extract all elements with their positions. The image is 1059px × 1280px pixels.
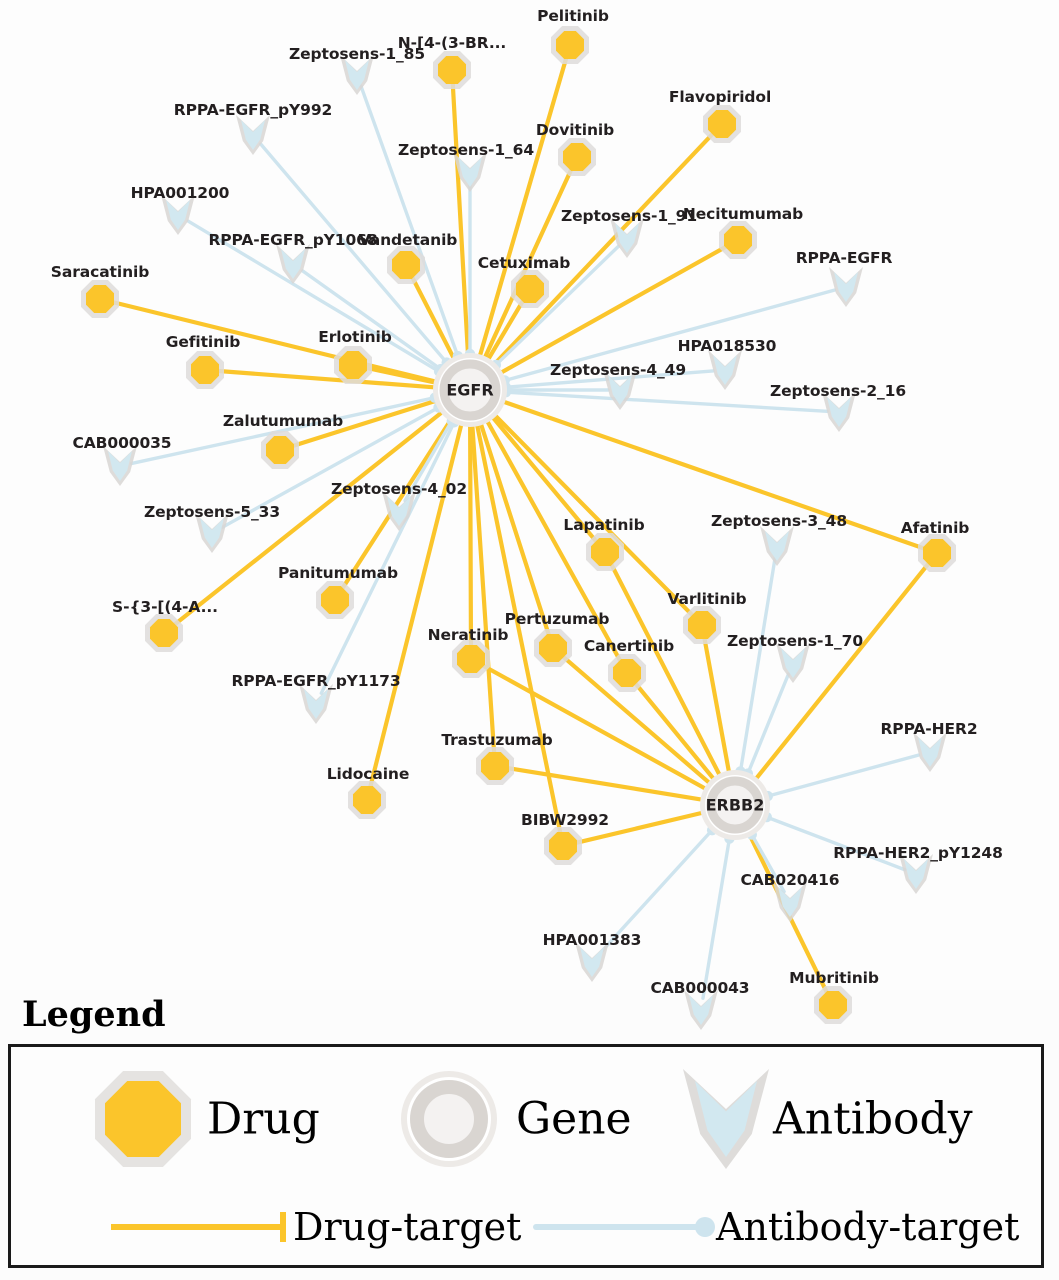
drug-node[interactable] bbox=[387, 246, 425, 284]
legend-graphics bbox=[95, 1069, 769, 1242]
legend-title: Legend bbox=[22, 994, 166, 1035]
drug-node[interactable] bbox=[918, 534, 956, 572]
legend-drug-icon bbox=[105, 1081, 181, 1157]
antibody-node[interactable] bbox=[773, 882, 807, 922]
drug-node[interactable] bbox=[608, 654, 646, 692]
drug-node[interactable] bbox=[683, 606, 721, 644]
drug-node[interactable] bbox=[551, 26, 589, 64]
antibody-node[interactable] bbox=[276, 244, 310, 284]
drug-node[interactable] bbox=[452, 640, 490, 678]
legend-antibody-target-terminator bbox=[695, 1217, 715, 1237]
drug-node[interactable] bbox=[558, 138, 596, 176]
legend-box: Drug Gene Antibody Drug-target Antibody-… bbox=[8, 1044, 1044, 1268]
drug-node[interactable] bbox=[81, 280, 119, 318]
node-layer bbox=[81, 26, 956, 1030]
antibody-node[interactable] bbox=[195, 513, 229, 553]
antibody-node[interactable] bbox=[575, 942, 609, 982]
legend-label-antibody-target: Antibody-target bbox=[716, 1205, 1020, 1249]
legend-label-drug-target: Drug-target bbox=[293, 1205, 522, 1249]
antibody-node[interactable] bbox=[340, 55, 374, 95]
legend-gene-icon bbox=[410, 1080, 488, 1158]
drug-node[interactable] bbox=[433, 51, 471, 89]
network-graph-canvas[interactable]: Zeptosens-1_85 RPPA-EGFR_pY992 Zeptosens-1… bbox=[0, 0, 1059, 1030]
antibody-node[interactable] bbox=[822, 392, 856, 432]
drug-node[interactable] bbox=[145, 614, 183, 652]
drug-node[interactable] bbox=[186, 351, 224, 389]
drug-node[interactable] bbox=[586, 533, 624, 571]
antibody-node[interactable] bbox=[684, 990, 718, 1030]
legend-antibody-icon bbox=[695, 1081, 757, 1157]
antibody-node[interactable] bbox=[103, 446, 137, 486]
drug-node[interactable] bbox=[511, 270, 549, 308]
antibody-node[interactable] bbox=[760, 526, 794, 566]
gene-node[interactable] bbox=[700, 770, 770, 840]
antibody-node[interactable] bbox=[453, 152, 487, 192]
antibody-node[interactable] bbox=[603, 370, 637, 410]
gene-node-label: ERBB2 bbox=[705, 795, 765, 815]
legend-label-gene: Gene bbox=[516, 1093, 632, 1145]
gene-node-label: EGFR bbox=[446, 380, 494, 400]
antibody-node[interactable] bbox=[610, 218, 644, 258]
antibody-node[interactable] bbox=[829, 267, 863, 307]
drug-node[interactable] bbox=[719, 221, 757, 259]
antibody-node[interactable] bbox=[899, 854, 933, 894]
drug-node[interactable] bbox=[814, 986, 852, 1024]
legend-label-drug: Drug bbox=[207, 1093, 320, 1145]
antibody-node[interactable] bbox=[913, 732, 947, 772]
drug-node[interactable] bbox=[316, 581, 354, 619]
drug-node[interactable] bbox=[334, 346, 372, 384]
drug-node[interactable] bbox=[703, 105, 741, 143]
antibody-node[interactable] bbox=[382, 491, 416, 531]
antibody-node[interactable] bbox=[236, 115, 270, 155]
drug-node[interactable] bbox=[476, 747, 514, 785]
drug-node[interactable] bbox=[261, 431, 299, 469]
antibody-node[interactable] bbox=[708, 350, 742, 390]
antibody-node[interactable] bbox=[776, 643, 810, 683]
drug-node[interactable] bbox=[534, 629, 572, 667]
drug-node[interactable] bbox=[544, 827, 582, 865]
antibody-node[interactable] bbox=[299, 684, 333, 724]
antibody-node[interactable] bbox=[161, 195, 195, 235]
legend: Legend Drug Gene Antibody Drug-target An… bbox=[0, 990, 1059, 1280]
drug-node[interactable] bbox=[348, 781, 386, 819]
legend-label-antibody: Antibody bbox=[773, 1093, 973, 1145]
gene-node[interactable] bbox=[433, 353, 507, 427]
